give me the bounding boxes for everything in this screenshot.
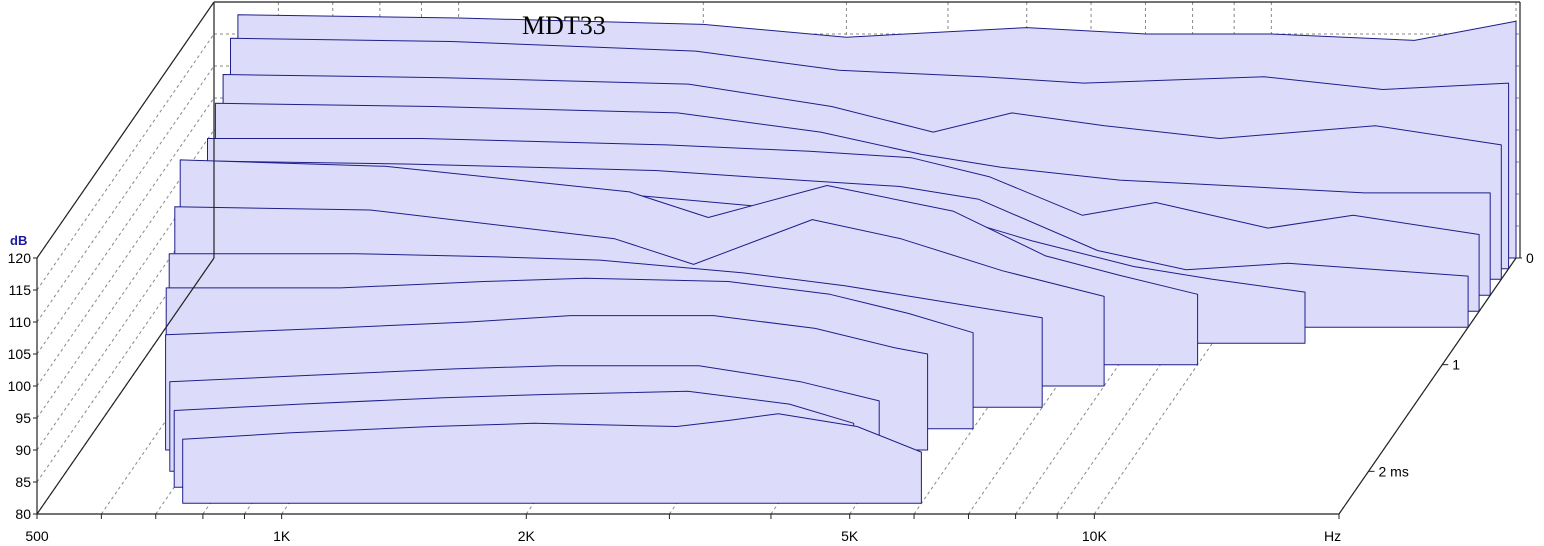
y-tick-label: 105 xyxy=(8,346,32,362)
left-top-edge xyxy=(36,1,215,259)
x-axis-label: Hz xyxy=(1324,528,1341,544)
y-tick-label: 90 xyxy=(15,442,31,458)
y-tick-label: 100 xyxy=(8,378,32,394)
x-tick-label: 1K xyxy=(273,528,291,544)
z-axis-ticks: 0 1 2 ms xyxy=(1368,250,1534,479)
chart-frame xyxy=(36,1,1521,515)
left-grid-line xyxy=(36,65,215,323)
slice-14 xyxy=(182,413,922,504)
x-tick-label: 10K xyxy=(1082,528,1108,544)
left-floor-edge xyxy=(36,257,215,515)
chart-title: MDT33 xyxy=(522,11,606,40)
y-tick-label: 120 xyxy=(8,250,32,266)
y-tick-label: 80 xyxy=(15,506,31,522)
left-grid-line xyxy=(36,33,215,291)
slices-layer xyxy=(165,14,1517,504)
z-tick-label: 2 ms xyxy=(1379,463,1409,479)
z-tick-label: 0 xyxy=(1526,250,1534,266)
y-tick-label: 115 xyxy=(9,282,32,298)
y-axis-label: dB xyxy=(10,233,27,248)
y-tick-label: 85 xyxy=(15,474,31,490)
z-tick-label: 1 xyxy=(1452,357,1460,373)
y-tick-label: 110 xyxy=(9,314,32,330)
y-axis-ticks: 80 85 90 95 100 105 110 115 120 xyxy=(8,250,37,522)
left-grid-line xyxy=(36,97,215,355)
y-tick-label: 95 xyxy=(15,410,31,426)
x-axis-ticks: 500 1K 2K 5K 10K xyxy=(25,514,1340,544)
x-tick-label: 5K xyxy=(841,528,859,544)
x-tick-label: 500 xyxy=(25,528,49,544)
x-tick-label: 2K xyxy=(518,528,536,544)
